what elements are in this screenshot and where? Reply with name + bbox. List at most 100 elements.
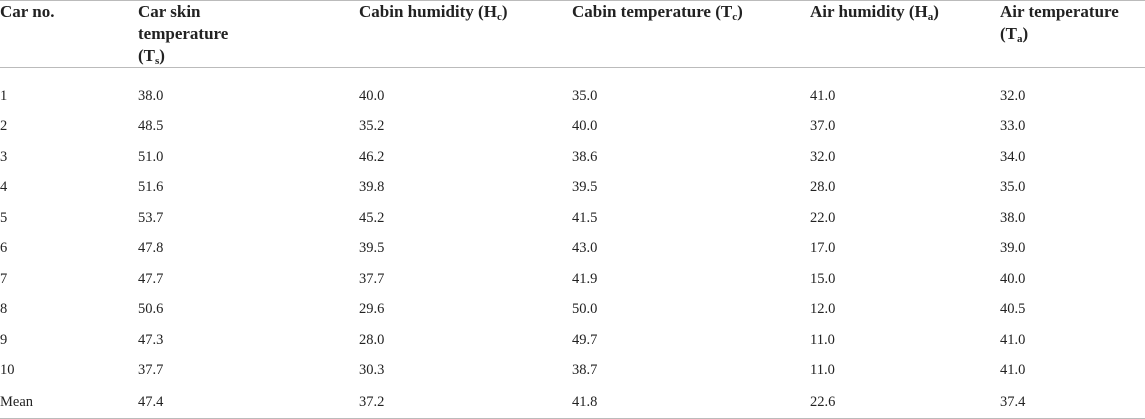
cell: 35.0 bbox=[572, 88, 598, 105]
cell: 53.7 bbox=[138, 209, 164, 226]
cell: 12.0 bbox=[810, 301, 836, 318]
cell: 47.4 bbox=[138, 386, 359, 419]
cell: 49.7 bbox=[572, 331, 598, 348]
column-header: Cabin humidity (Hc) bbox=[359, 0, 572, 68]
cell: 29.6 bbox=[359, 301, 385, 318]
header-text: Air temperature (Ta) bbox=[1000, 1, 1135, 45]
cell: 47.8 bbox=[138, 240, 164, 257]
table-body: 1 38.0 40.0 35.0 41.0 32.0 2 48.5 35.2 40.0 37.0 33… bbox=[0, 68, 1145, 419]
row-label: 5 bbox=[0, 209, 8, 226]
header-part: Air humidity (H bbox=[810, 2, 928, 21]
header-part: Car no. bbox=[0, 2, 55, 21]
cell: 38.6 bbox=[572, 148, 598, 165]
table-row: 6 47.8 39.5 43.0 17.0 39.0 bbox=[0, 234, 1145, 265]
cell: 43.0 bbox=[572, 240, 598, 257]
row-label: 7 bbox=[0, 270, 8, 287]
cell: 51.0 bbox=[138, 148, 164, 165]
cell: 47.3 bbox=[138, 331, 164, 348]
row-label: 6 bbox=[0, 240, 8, 257]
cell: 50.0 bbox=[572, 301, 598, 318]
column-header: Car no. bbox=[0, 0, 138, 68]
cell: 38.7 bbox=[572, 362, 598, 379]
header-text: Cabin humidity (Hc) bbox=[359, 1, 509, 23]
subscript: c bbox=[496, 11, 502, 23]
row-label: 3 bbox=[0, 148, 8, 165]
subscript: a bbox=[1017, 33, 1023, 45]
row-label: 9 bbox=[0, 331, 8, 348]
table-row: 7 47.7 37.7 41.9 15.0 40.0 bbox=[0, 264, 1145, 295]
table-row: 2 48.5 35.2 40.0 37.0 33.0 bbox=[0, 112, 1145, 143]
table-row: 10 37.7 30.3 38.7 11.0 41.0 bbox=[0, 356, 1145, 387]
cell: 32.0 bbox=[1000, 88, 1026, 105]
cell: 28.0 bbox=[359, 331, 385, 348]
header-text: Air humidity (Ha) bbox=[810, 1, 940, 23]
cell: 17.0 bbox=[810, 240, 836, 257]
cell: 41.5 bbox=[572, 209, 598, 226]
header-part: Cabin humidity (H bbox=[359, 2, 497, 21]
header-text: Cabin temperature (Tc) bbox=[572, 1, 747, 23]
header-part: ) bbox=[501, 2, 508, 21]
table-row: 8 50.6 29.6 50.0 12.0 40.5 bbox=[0, 295, 1145, 326]
cell: 47.7 bbox=[138, 270, 164, 287]
cell: 37.0 bbox=[810, 118, 836, 135]
cell: 11.0 bbox=[810, 331, 835, 348]
column-header: Air temperature (Ta) bbox=[1000, 0, 1145, 68]
cell: 39.5 bbox=[359, 240, 385, 257]
cell: 38.0 bbox=[1000, 209, 1026, 226]
subscript: c bbox=[732, 11, 738, 23]
header-part: Air temperature (T bbox=[1000, 2, 1119, 43]
cell: 39.5 bbox=[572, 179, 598, 196]
cell: 37.7 bbox=[138, 362, 164, 379]
header-part: ) bbox=[1022, 24, 1029, 43]
header-text: Car skin temperature (Ts) bbox=[138, 1, 248, 67]
table-row: Mean 47.4 37.2 41.8 22.6 37.4 bbox=[0, 386, 1145, 419]
cell: 39.8 bbox=[359, 179, 385, 196]
column-header: Air humidity (Ha) bbox=[810, 0, 1000, 68]
cell: 22.6 bbox=[810, 386, 1000, 419]
cell: 40.0 bbox=[1000, 270, 1026, 287]
column-header: Car skin temperature (Ts) bbox=[138, 0, 359, 68]
cell: 41.0 bbox=[810, 88, 836, 105]
row-label: 10 bbox=[0, 362, 15, 379]
cell: 34.0 bbox=[1000, 148, 1026, 165]
cell: 38.0 bbox=[138, 88, 164, 105]
cell: 37.4 bbox=[1000, 386, 1145, 419]
cell: 37.2 bbox=[359, 386, 572, 419]
cell: 46.2 bbox=[359, 148, 385, 165]
cell: 33.0 bbox=[1000, 118, 1026, 135]
header-row: Car no. Car skin temperature (Ts) Cabin hu… bbox=[0, 0, 1145, 68]
cell: 41.0 bbox=[1000, 362, 1026, 379]
row-label: 4 bbox=[0, 179, 8, 196]
cell: 32.0 bbox=[810, 148, 836, 165]
row-label: 2 bbox=[0, 118, 8, 135]
row-label: 1 bbox=[0, 88, 8, 105]
header-part: Car skin temperature (T bbox=[138, 2, 229, 65]
table-row: 4 51.6 39.8 39.5 28.0 35.0 bbox=[0, 173, 1145, 204]
cell: 50.6 bbox=[138, 301, 164, 318]
cell: 45.2 bbox=[359, 209, 385, 226]
column-header: Cabin temperature (Tc) bbox=[572, 0, 810, 68]
header-text: Car no. bbox=[0, 1, 120, 23]
cell: 40.0 bbox=[572, 118, 598, 135]
cell: 51.6 bbox=[138, 179, 164, 196]
subscript: s bbox=[155, 55, 160, 67]
header-part: ) bbox=[159, 46, 165, 65]
cell: 41.9 bbox=[572, 270, 598, 287]
header-part: Cabin temperature (T bbox=[572, 2, 733, 21]
cell: 41.0 bbox=[1000, 331, 1026, 348]
cell: 11.0 bbox=[810, 362, 835, 379]
cell: 40.5 bbox=[1000, 301, 1026, 318]
cell: 37.7 bbox=[359, 270, 385, 287]
cell: 35.2 bbox=[359, 118, 385, 135]
cell: 39.0 bbox=[1000, 240, 1026, 257]
header-part: ) bbox=[737, 2, 743, 21]
cell: 48.5 bbox=[138, 118, 164, 135]
table-row: 1 38.0 40.0 35.0 41.0 32.0 bbox=[0, 68, 1145, 112]
header-part: ) bbox=[933, 2, 939, 21]
cell: 30.3 bbox=[359, 362, 385, 379]
cell: 41.8 bbox=[572, 386, 810, 419]
table-row: 9 47.3 28.0 49.7 11.0 41.0 bbox=[0, 325, 1145, 356]
table-row: 5 53.7 45.2 41.5 22.0 38.0 bbox=[0, 203, 1145, 234]
